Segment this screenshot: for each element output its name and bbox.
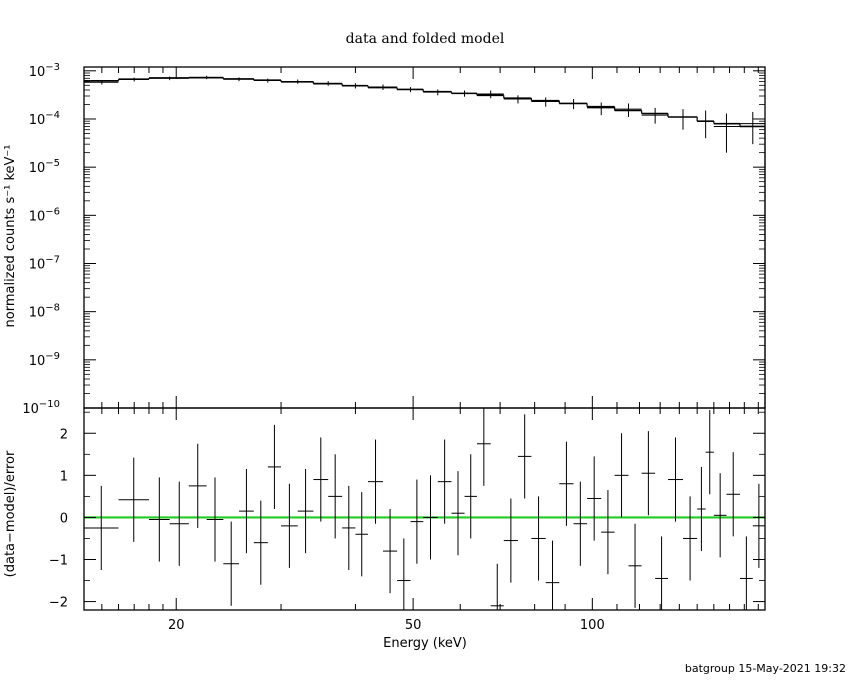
- residual-y-tick-label: −2: [49, 596, 68, 611]
- y-tick-base: 10: [29, 65, 46, 80]
- y-tick-exponent: −3: [45, 62, 60, 73]
- residual-y-tick-label: −1: [49, 554, 68, 569]
- y-tick-label: 10−4: [29, 110, 60, 128]
- y-tick-base: 10: [29, 209, 46, 224]
- top-y-axis-label: normalized counts s⁻¹ keV⁻¹: [3, 145, 18, 328]
- y-tick-exponent: −9: [45, 351, 60, 362]
- y-tick-base: 10: [22, 402, 39, 417]
- y-tick-base: 10: [29, 257, 46, 272]
- x-tick-label: 50: [405, 618, 422, 633]
- y-tick-label: 10−8: [29, 303, 60, 321]
- top-ticks-layer: 10−310−410−510−610−710−810−910−10: [22, 62, 765, 417]
- chart-title: data and folded model: [346, 31, 505, 47]
- residual-layer: [84, 408, 765, 610]
- residual-y-tick-label: 0: [60, 511, 68, 526]
- y-tick-label: 10−10: [22, 399, 60, 417]
- bottom-ticks-layer: 2 1 0 −1 −2: [49, 408, 765, 611]
- y-tick-exponent: −5: [45, 158, 60, 169]
- y-tick-base: 10: [29, 113, 46, 128]
- y-tick-base: 10: [29, 354, 46, 369]
- bottom-panel-frame: [83, 407, 766, 611]
- bottom-panel: 2 1 0 −1 −2: [49, 407, 766, 611]
- top-model-layer: [84, 76, 766, 408]
- y-tick-exponent: −8: [45, 303, 60, 314]
- residual-y-tick-label: 2: [60, 427, 68, 442]
- residual-y-tick-label: 1: [60, 469, 68, 484]
- y-tick-exponent: −4: [45, 110, 60, 121]
- y-tick-base: 10: [29, 161, 46, 176]
- y-tick-label: 10−5: [29, 158, 60, 176]
- y-tick-exponent: −6: [45, 206, 60, 217]
- y-tick-exponent: −10: [39, 399, 60, 410]
- y-tick-label: 10−3: [29, 62, 60, 80]
- y-tick-label: 10−6: [29, 206, 60, 224]
- bottom-y-axis-label: (data−model)/error: [3, 450, 18, 577]
- top-panel: 10−310−410−510−610−710−810−910−10: [22, 62, 766, 417]
- y-tick-label: 10−7: [29, 254, 60, 272]
- y-tick-base: 10: [29, 306, 46, 321]
- x-tick-label: 100: [580, 618, 605, 633]
- x-tick-labels: 20 50 100: [168, 618, 605, 633]
- y-tick-label: 10−9: [29, 351, 60, 369]
- x-axis-label: Energy (keV): [383, 636, 467, 651]
- x-tick-label: 20: [168, 618, 185, 633]
- y-tick-exponent: −7: [45, 254, 60, 265]
- footer-stamp: batgroup 15-May-2021 19:32: [685, 662, 846, 675]
- top-panel-frame: [83, 66, 766, 409]
